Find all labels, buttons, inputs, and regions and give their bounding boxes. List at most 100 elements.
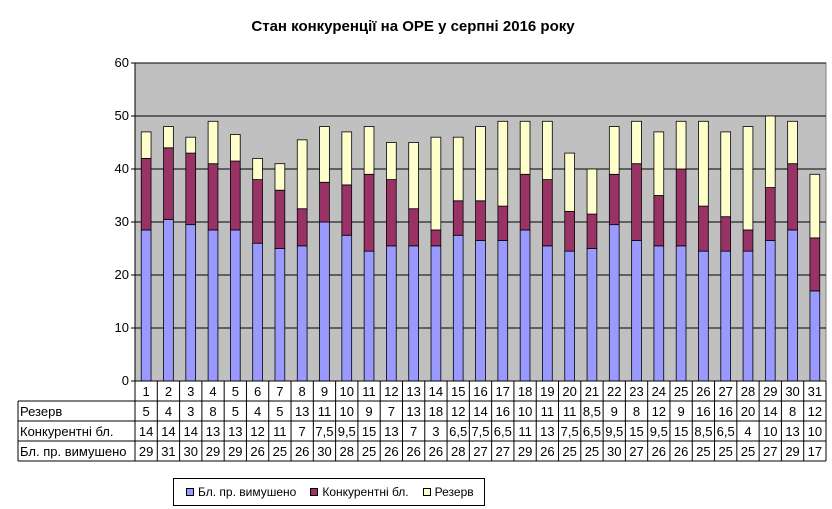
- bar-segment: [475, 126, 486, 202]
- table-cell: 15: [674, 424, 688, 439]
- x-tick-label: 15: [451, 384, 465, 399]
- bar-segment: [207, 229, 219, 382]
- legend-label-reserve: Резерв: [434, 485, 474, 499]
- table-cell: 26: [652, 444, 666, 459]
- bar-segment: [408, 208, 419, 247]
- table-cell: 29: [228, 444, 242, 459]
- bar-segment: [764, 115, 776, 188]
- x-tick-label: 20: [562, 384, 576, 399]
- bar-segment: [653, 131, 665, 196]
- x-tick-label: 3: [187, 384, 194, 399]
- table-cell: 8: [789, 404, 796, 419]
- legend-item-reserve: Резерв: [422, 485, 474, 499]
- bar-segment: [341, 131, 353, 186]
- table-cell: 30: [317, 444, 331, 459]
- table-cell: 8: [209, 404, 216, 419]
- bar-segment: [140, 229, 152, 382]
- bar-segment: [698, 120, 709, 207]
- table-cell: 15: [362, 424, 376, 439]
- bar-segment: [363, 250, 375, 382]
- table-row-label: Резерв: [20, 404, 62, 419]
- x-tick-label: 4: [209, 384, 216, 399]
- table-cell: 13: [540, 424, 554, 439]
- legend-item-competitive: Конкурентні бл.: [310, 485, 409, 499]
- bar-segment: [698, 250, 709, 382]
- chart-legend: Бл. пр. вимушено Конкурентні бл. Резерв: [173, 478, 485, 506]
- bar-segment: [586, 248, 598, 382]
- chart-title: Стан конкуренції на ОРЕ у серпні 2016 ро…: [251, 18, 575, 35]
- bar-segment: [207, 120, 219, 165]
- bar-segment: [542, 245, 553, 382]
- x-tick-label: 14: [429, 384, 443, 399]
- table-cell: 14: [183, 424, 197, 439]
- table-cell: 30: [607, 444, 621, 459]
- table-cell: 25: [585, 444, 599, 459]
- table-cell: 7: [299, 424, 306, 439]
- x-tick-label: 21: [585, 384, 599, 399]
- x-tick-label: 31: [808, 384, 822, 399]
- table-cell: 7: [410, 424, 417, 439]
- table-cell: 14: [473, 404, 487, 419]
- bar-segment: [252, 242, 263, 382]
- x-tick-label: 5: [232, 384, 239, 399]
- table-cell: 26: [295, 444, 309, 459]
- bar-segment: [519, 229, 531, 382]
- bar-segment: [230, 134, 241, 162]
- bar-segment: [564, 152, 575, 212]
- bar-segment: [720, 250, 731, 382]
- table-cell: 11: [318, 404, 332, 419]
- bar-segment: [163, 126, 174, 149]
- table-cell: 9,5: [338, 424, 356, 439]
- table-cell: 13: [406, 404, 420, 419]
- x-tick-label: 12: [384, 384, 398, 399]
- table-cell: 29: [785, 444, 799, 459]
- table-cell: 6,5: [449, 424, 467, 439]
- table-cell: 27: [473, 444, 487, 459]
- table-cell: 4: [165, 404, 172, 419]
- table-cell: 25: [362, 444, 376, 459]
- bar-segment: [252, 157, 263, 180]
- bar-segment: [363, 173, 375, 252]
- table-cell: 5: [276, 404, 283, 419]
- legend-item-forced: Бл. пр. вимушено: [186, 485, 296, 499]
- bar-segment: [675, 168, 687, 247]
- x-tick-label: 13: [406, 384, 420, 399]
- bar-segment: [274, 189, 286, 249]
- x-tick-label: 26: [696, 384, 710, 399]
- y-tick-label: 30: [115, 214, 129, 229]
- bar-segment: [296, 139, 308, 210]
- x-tick-label: 16: [473, 384, 487, 399]
- table-cell: 12: [808, 404, 822, 419]
- table-cell: 28: [340, 444, 354, 459]
- bar-segment: [653, 195, 665, 247]
- table-cell: 3: [187, 404, 194, 419]
- bar-segment: [475, 240, 486, 382]
- bar-segment: [742, 126, 754, 231]
- table-cell: 26: [540, 444, 554, 459]
- bar-segment: [608, 126, 620, 175]
- x-tick-label: 22: [607, 384, 621, 399]
- table-cell: 26: [429, 444, 443, 459]
- table-cell: 10: [340, 404, 354, 419]
- x-tick-label: 24: [652, 384, 666, 399]
- bar-segment: [386, 179, 397, 247]
- x-tick-label: 23: [629, 384, 643, 399]
- table-cell: 14: [139, 424, 153, 439]
- table-cell: 4: [744, 424, 751, 439]
- table-cell: 5: [232, 404, 239, 419]
- table-cell: 25: [696, 444, 710, 459]
- table-cell: 27: [629, 444, 643, 459]
- table-cell: 8,5: [694, 424, 712, 439]
- bar-segment: [185, 224, 197, 382]
- x-tick-label: 7: [276, 384, 283, 399]
- legend-swatch-competitive: [310, 488, 319, 496]
- x-tick-label: 6: [254, 384, 261, 399]
- bar-segment: [363, 126, 375, 175]
- table-cell: 6,5: [494, 424, 512, 439]
- table-row-label: Конкурентні бл.: [20, 424, 114, 439]
- table-cell: 9,5: [650, 424, 668, 439]
- table-cell: 11: [273, 424, 287, 439]
- x-tick-label: 18: [518, 384, 532, 399]
- x-tick-label: 30: [785, 384, 799, 399]
